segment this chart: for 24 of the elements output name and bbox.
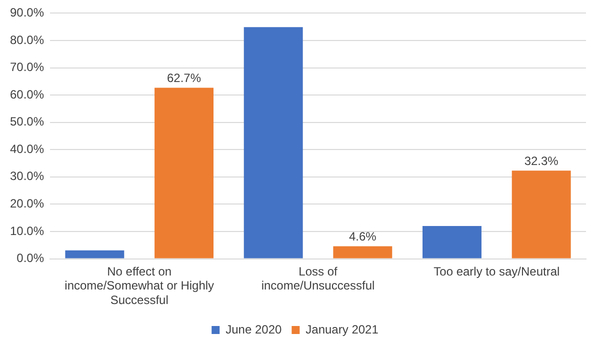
y-tick-label: 40.0% (10, 142, 44, 156)
y-tick-label: 30.0% (10, 169, 44, 184)
y-tick-label: 20.0% (10, 196, 44, 211)
bar (154, 88, 214, 258)
y-tick-label: 10.0% (10, 224, 44, 238)
bar (244, 27, 303, 258)
bar (422, 226, 482, 258)
data-label: 4.6% (349, 230, 377, 244)
y-tick-label: 60.0% (10, 87, 44, 102)
legend-label: June 2020 (226, 322, 282, 336)
y-tick-label: 90.0% (10, 6, 44, 20)
y-tick-label: 0.0% (16, 251, 44, 266)
x-tick-label: Too early to say/Neutral (434, 264, 560, 278)
legend-label: January 2021 (306, 322, 379, 336)
y-tick-label: 80.0% (10, 32, 44, 47)
y-tick-label: 50.0% (10, 114, 44, 129)
bar (65, 250, 124, 258)
x-tick-label: No effect on income/Somewhat or Highly Successful (64, 264, 214, 308)
bar (333, 246, 392, 258)
y-tick-label: 70.0% (10, 60, 44, 74)
x-tick-label: Loss of income/Unsuccessful (261, 264, 375, 293)
data-label: 32.3% (524, 154, 559, 168)
data-label: 62.7% (167, 71, 202, 86)
bar (512, 170, 571, 258)
